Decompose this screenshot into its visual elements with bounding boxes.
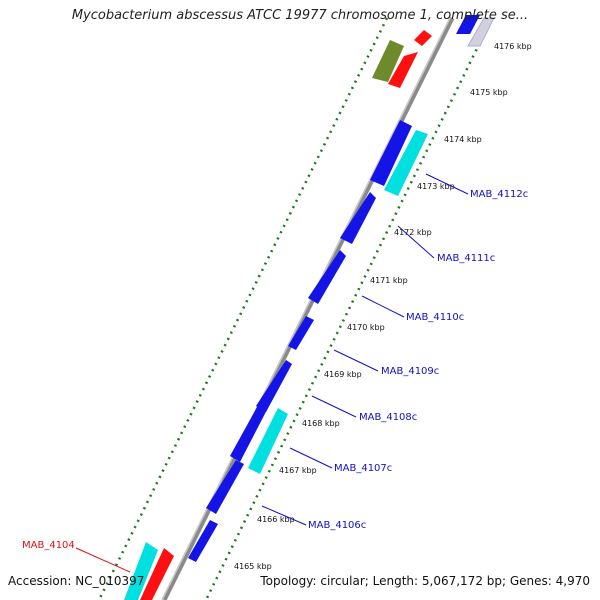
gene-label-leader: [75, 547, 131, 573]
gene-feature[interactable]: [206, 460, 244, 514]
kbp-tick-label: 4166 kbp: [257, 515, 295, 524]
gene-label-leader: [333, 349, 379, 372]
gene-feature[interactable]: [256, 360, 292, 412]
kbp-tick-label: 4167 kbp: [279, 466, 317, 475]
kbp-tick-label: 4168 kbp: [302, 419, 340, 428]
gene-feature[interactable]: [308, 250, 346, 304]
gene-feature[interactable]: [230, 398, 270, 462]
gene-label-leader: [261, 505, 307, 526]
gene-feature[interactable]: [288, 316, 314, 350]
gene-label-leader: [311, 395, 357, 418]
kbp-tick-label: 4174 kbp: [444, 135, 482, 144]
gene-label[interactable]: MAB_4108c: [359, 412, 417, 423]
gene-label[interactable]: MAB_4106c: [308, 520, 366, 531]
gene-feature-rna[interactable]: [414, 30, 432, 46]
topology-text: Topology: circular; Length: 5,067,172 bp…: [260, 574, 590, 588]
gene-label-leader: [361, 295, 405, 318]
gene-feature[interactable]: [370, 120, 412, 186]
gene-feature[interactable]: [456, 15, 480, 34]
kbp-tick-label: 4176 kbp: [494, 42, 532, 51]
gene-labels: MAB_4112c MAB_4111c MAB_4110c MAB_4109c MAB_…: [22, 173, 528, 573]
gene-label-leader: [397, 225, 435, 259]
backbone-highlight: [161, 17, 451, 600]
gene-label-leader: [289, 447, 333, 469]
gene-feature-rna[interactable]: [388, 52, 418, 88]
backbone-line: [161, 16, 455, 600]
gene-label[interactable]: MAB_4104: [22, 540, 75, 551]
kbp-tick-label: 4172 kbp: [394, 228, 432, 237]
gene-label[interactable]: MAB_4111c: [437, 253, 495, 264]
gene-label-leader: [425, 173, 469, 195]
kbp-tick-label: 4175 kbp: [470, 88, 508, 97]
gene-label[interactable]: MAB_4109c: [381, 366, 439, 377]
gene-label[interactable]: MAB_4112c: [470, 189, 528, 200]
kbp-tick-label: 4173 kbp: [417, 182, 455, 191]
gene-feature[interactable]: [340, 192, 376, 244]
gene-feature-rna[interactable]: [140, 548, 174, 600]
gene-feature[interactable]: [467, 17, 495, 47]
gene-feature[interactable]: [188, 520, 218, 562]
outer-ruler-line-left: [97, 17, 389, 600]
accession-text: Accession: NC_010397: [8, 574, 145, 588]
gene-label[interactable]: MAB_4107c: [334, 463, 392, 474]
outer-ruler-line-right: [204, 17, 494, 600]
kbp-tick-label: 4170 kbp: [347, 323, 385, 332]
kbp-tick-label: 4171 kbp: [370, 276, 408, 285]
kbp-tick-label: 4169 kbp: [324, 370, 362, 379]
gene-feature-olive[interactable]: [372, 40, 404, 82]
gene-label[interactable]: MAB_4110c: [406, 312, 464, 323]
gene-feature-cds[interactable]: [124, 542, 158, 600]
gene-feature-cds[interactable]: [248, 408, 288, 474]
kbp-tick-label: 4165 kbp: [234, 562, 272, 571]
gene-feature-cds[interactable]: [384, 130, 428, 196]
kbp-ticks: 4165 kbp 4166 kbp 4167 kbp 4168 kbp 4169 kbp…: [234, 42, 532, 571]
map-title: Mycobacterium abscessus ATCC 19977 chrom…: [71, 8, 529, 23]
